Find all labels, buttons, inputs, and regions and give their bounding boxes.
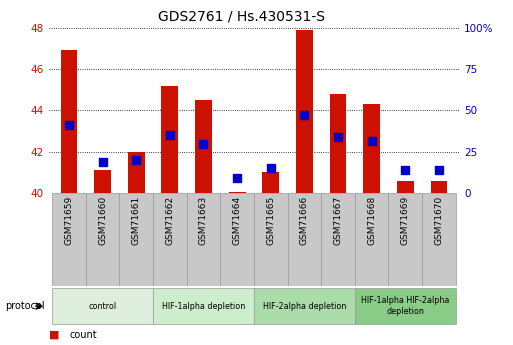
Text: GSM71663: GSM71663 [199,196,208,245]
Bar [94,170,111,193]
Bar [363,104,380,193]
Bar [195,100,212,193]
Point [166,132,174,138]
Text: GSM71662: GSM71662 [165,196,174,245]
Text: ■: ■ [49,330,59,339]
Point [200,141,208,146]
Point [267,166,275,171]
Bar [220,193,254,286]
Text: GSM71661: GSM71661 [132,196,141,245]
Text: GSM71660: GSM71660 [98,196,107,245]
Title: GDS2761 / Hs.430531-S: GDS2761 / Hs.430531-S [158,10,325,24]
Bar [430,181,447,193]
Bar [296,30,313,193]
Text: GSM71665: GSM71665 [266,196,275,245]
Point [401,168,409,173]
Bar [254,193,288,286]
Bar [397,181,413,193]
Text: control: control [89,302,116,311]
Text: protocol: protocol [5,301,45,311]
Bar [153,193,187,286]
Bar [61,50,77,193]
Point [132,157,140,163]
Text: GSM71659: GSM71659 [65,196,73,245]
Bar [52,193,86,286]
Text: HIF-1alpha HIF-2alpha
depletion: HIF-1alpha HIF-2alpha depletion [361,296,449,316]
Bar [229,192,246,193]
Point [233,175,241,180]
Bar [262,172,279,193]
Text: HIF-1alpha depletion: HIF-1alpha depletion [162,302,245,311]
Point [368,139,376,144]
Text: HIF-2alpha depletion: HIF-2alpha depletion [263,302,346,311]
Text: GSM71664: GSM71664 [232,196,242,245]
Bar [120,193,153,286]
Bar [86,193,120,286]
Point [98,159,107,165]
Bar [254,288,355,324]
Bar [128,152,145,193]
Text: GSM71670: GSM71670 [435,196,443,245]
Point [65,122,73,128]
Bar [330,94,346,193]
Text: count: count [69,330,97,339]
Text: GSM71667: GSM71667 [333,196,343,245]
Point [300,112,308,117]
Bar [162,86,178,193]
Text: GSM71666: GSM71666 [300,196,309,245]
Bar [321,193,355,286]
Bar [153,288,254,324]
Bar [355,288,456,324]
Bar [52,288,153,324]
Bar [388,193,422,286]
Text: GSM71669: GSM71669 [401,196,410,245]
Point [334,135,342,140]
Bar [355,193,388,286]
Bar [422,193,456,286]
Bar [288,193,321,286]
Point [435,168,443,173]
Bar [187,193,220,286]
Text: GSM71668: GSM71668 [367,196,376,245]
